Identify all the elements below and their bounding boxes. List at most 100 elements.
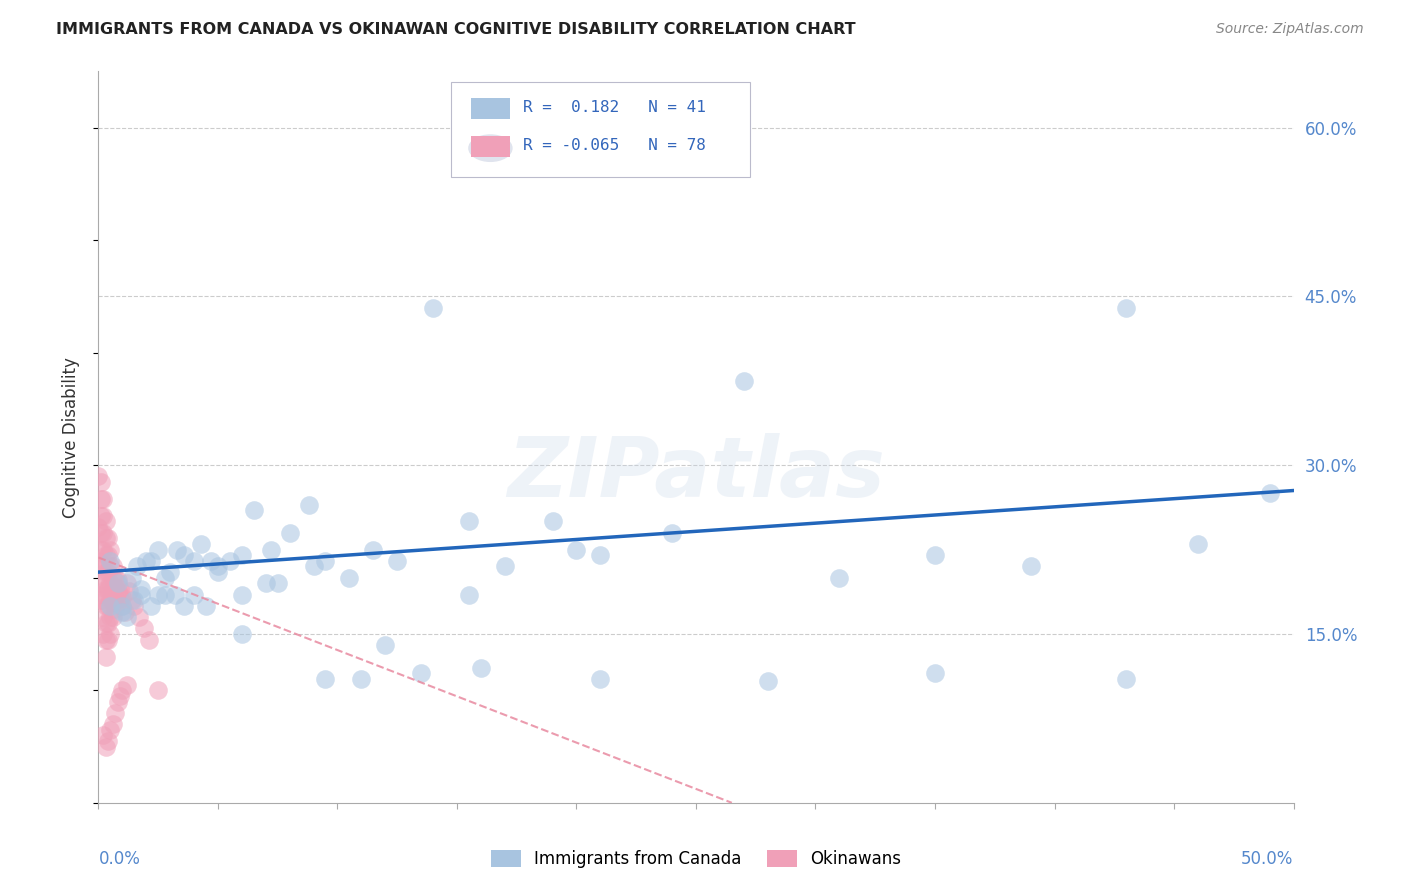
Point <box>124 593 146 607</box>
Point <box>131 582 153 596</box>
Point <box>111 590 134 604</box>
Point <box>195 599 218 613</box>
Point <box>90 475 112 489</box>
Point <box>155 588 177 602</box>
Point <box>148 683 170 698</box>
Point <box>90 593 112 607</box>
Point <box>924 666 946 681</box>
Point <box>350 672 373 686</box>
Point <box>98 723 122 737</box>
Point <box>132 621 155 635</box>
Point <box>91 576 114 591</box>
Point <box>104 580 127 594</box>
Point <box>173 599 195 613</box>
Point <box>183 588 205 602</box>
Point <box>138 632 160 647</box>
Point <box>101 559 124 574</box>
Point <box>115 576 138 591</box>
Point <box>125 559 148 574</box>
Point <box>91 559 114 574</box>
Point <box>363 542 385 557</box>
Point <box>411 666 433 681</box>
Point <box>97 615 120 630</box>
Point <box>339 571 361 585</box>
Point <box>139 599 162 613</box>
Point <box>128 610 150 624</box>
Point <box>90 559 112 574</box>
Point <box>98 576 122 591</box>
Point <box>107 595 129 609</box>
Point <box>108 582 131 596</box>
Point <box>94 615 117 630</box>
Point <box>97 599 120 613</box>
Point <box>259 542 281 557</box>
Point <box>108 591 131 605</box>
Point <box>101 582 124 596</box>
Point <box>231 548 253 562</box>
Point <box>121 571 143 585</box>
Point <box>1187 537 1209 551</box>
Point <box>200 554 222 568</box>
Point <box>97 532 120 546</box>
Point <box>1258 486 1281 500</box>
Circle shape <box>470 135 512 161</box>
Point <box>90 576 112 591</box>
Point <box>91 491 114 506</box>
Point <box>219 554 242 568</box>
Point <box>87 554 110 568</box>
Point <box>278 525 301 540</box>
Point <box>101 610 124 624</box>
Point <box>91 542 114 557</box>
Text: ZIPatlas: ZIPatlas <box>508 434 884 514</box>
Point <box>97 582 120 596</box>
Point <box>94 548 117 562</box>
Point <box>90 508 112 523</box>
Point <box>1115 672 1137 686</box>
Point <box>458 515 481 529</box>
Point <box>94 632 117 647</box>
Point <box>98 559 122 574</box>
Point <box>243 503 266 517</box>
Point <box>589 548 612 562</box>
Point <box>148 542 170 557</box>
Text: IMMIGRANTS FROM CANADA VS OKINAWAN COGNITIVE DISABILITY CORRELATION CHART: IMMIGRANTS FROM CANADA VS OKINAWAN COGNI… <box>56 22 856 37</box>
Point <box>94 532 117 546</box>
Point <box>107 573 129 587</box>
Point <box>148 588 170 602</box>
Point <box>589 672 612 686</box>
Point <box>111 605 134 619</box>
Point <box>231 588 253 602</box>
Point <box>756 674 779 689</box>
Point <box>315 554 337 568</box>
Point <box>422 301 444 315</box>
Text: R =  0.182   N = 41: R = 0.182 N = 41 <box>523 101 706 115</box>
Point <box>94 515 117 529</box>
Point <box>104 571 127 585</box>
Text: 50.0%: 50.0% <box>1241 850 1294 868</box>
Point <box>183 554 205 568</box>
Text: R = -0.065   N = 78: R = -0.065 N = 78 <box>523 138 706 153</box>
Point <box>91 508 114 523</box>
Point <box>124 599 146 613</box>
Point <box>98 627 122 641</box>
Point <box>374 638 396 652</box>
Point <box>1115 301 1137 315</box>
Point <box>155 571 177 585</box>
Point <box>254 576 277 591</box>
Point <box>97 565 120 579</box>
Y-axis label: Cognitive Disability: Cognitive Disability <box>62 357 80 517</box>
Point <box>87 520 110 534</box>
FancyBboxPatch shape <box>471 136 509 157</box>
Point <box>101 595 124 609</box>
Point <box>207 559 229 574</box>
Point <box>114 605 136 619</box>
Point <box>111 683 134 698</box>
Point <box>94 649 117 664</box>
Point <box>828 571 851 585</box>
Point <box>90 525 112 540</box>
Text: 0.0%: 0.0% <box>98 850 141 868</box>
Point <box>91 610 114 624</box>
Point <box>302 559 325 574</box>
Point <box>97 632 120 647</box>
Point <box>470 661 492 675</box>
